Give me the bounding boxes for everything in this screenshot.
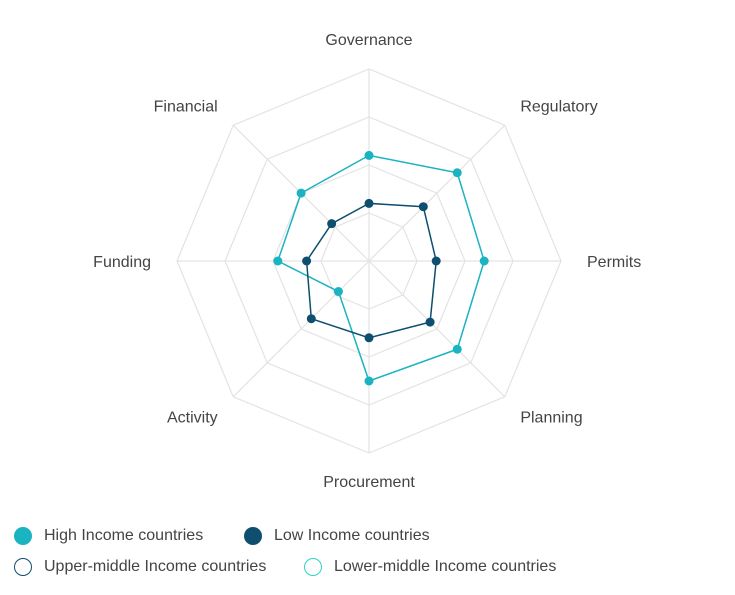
legend-item-high-income[interactable]: High Income countries [14, 526, 244, 545]
legend-row: Upper-middle Income countries Lower-midd… [14, 551, 654, 582]
legend: High Income countries Low Income countri… [14, 520, 654, 582]
data-point-high-income-countries-governance[interactable] [364, 150, 374, 160]
legend-label: High Income countries [44, 526, 204, 544]
radar-chart: Governance Regulatory Permits Planning Procu… [93, 32, 641, 491]
data-point-low-income-countries-regulatory[interactable] [418, 202, 428, 212]
axis-label-governance: Governance [325, 32, 412, 49]
legend-item-low-income[interactable]: Low Income countries [244, 526, 430, 545]
series-line-high-income-countries [276, 154, 485, 382]
series-line-low-income-countries [305, 202, 437, 339]
data-point-low-income-countries-financial[interactable] [327, 219, 337, 229]
radar-series [273, 150, 489, 386]
axis-label-permits: Permits [587, 254, 641, 271]
data-point-low-income-countries-funding[interactable] [302, 256, 312, 266]
axis-spoke [368, 124, 506, 262]
legend-swatch-lower-middle-income [304, 557, 322, 576]
data-point-low-income-countries-activity[interactable] [306, 314, 316, 324]
data-point-high-income-countries-planning[interactable] [452, 344, 462, 354]
legend-item-upper-middle-income[interactable]: Upper-middle Income countries [14, 557, 304, 576]
legend-label: Low Income countries [274, 526, 430, 544]
axis-label-procurement: Procurement [323, 474, 415, 491]
axis-label-planning: Planning [520, 409, 582, 426]
data-point-high-income-countries-permits[interactable] [479, 256, 489, 266]
axis-label-activity: Activity [167, 409, 218, 426]
data-point-low-income-countries-procurement[interactable] [364, 333, 374, 343]
axis-label-regulatory: Regulatory [520, 99, 597, 116]
legend-row: High Income countries Low Income countri… [14, 520, 654, 551]
legend-label: Upper-middle Income countries [44, 557, 267, 575]
data-point-high-income-countries-regulatory[interactable] [452, 168, 462, 178]
legend-label: Lower-middle Income countries [334, 557, 557, 575]
legend-swatch-upper-middle-income [14, 557, 32, 576]
data-point-high-income-countries-financial[interactable] [296, 188, 306, 198]
axis-label-funding: Funding [93, 254, 151, 271]
legend-swatch-low-income [244, 526, 262, 545]
axis-labels: Governance Regulatory Permits Planning Procu… [93, 32, 641, 491]
data-point-high-income-countries-activity[interactable] [333, 287, 343, 297]
data-point-low-income-countries-planning[interactable] [425, 317, 435, 327]
data-point-low-income-countries-governance[interactable] [364, 198, 374, 208]
axis-spoke [368, 260, 506, 398]
data-point-high-income-countries-funding[interactable] [273, 256, 283, 266]
data-point-low-income-countries-permits[interactable] [431, 256, 441, 266]
legend-item-lower-middle-income[interactable]: Lower-middle Income countries [304, 557, 557, 576]
legend-swatch-high-income [14, 526, 32, 545]
radar-spokes [177, 69, 561, 453]
data-point-high-income-countries-procurement[interactable] [364, 376, 374, 386]
axis-label-financial: Financial [154, 99, 218, 116]
axis-spoke [232, 260, 370, 398]
